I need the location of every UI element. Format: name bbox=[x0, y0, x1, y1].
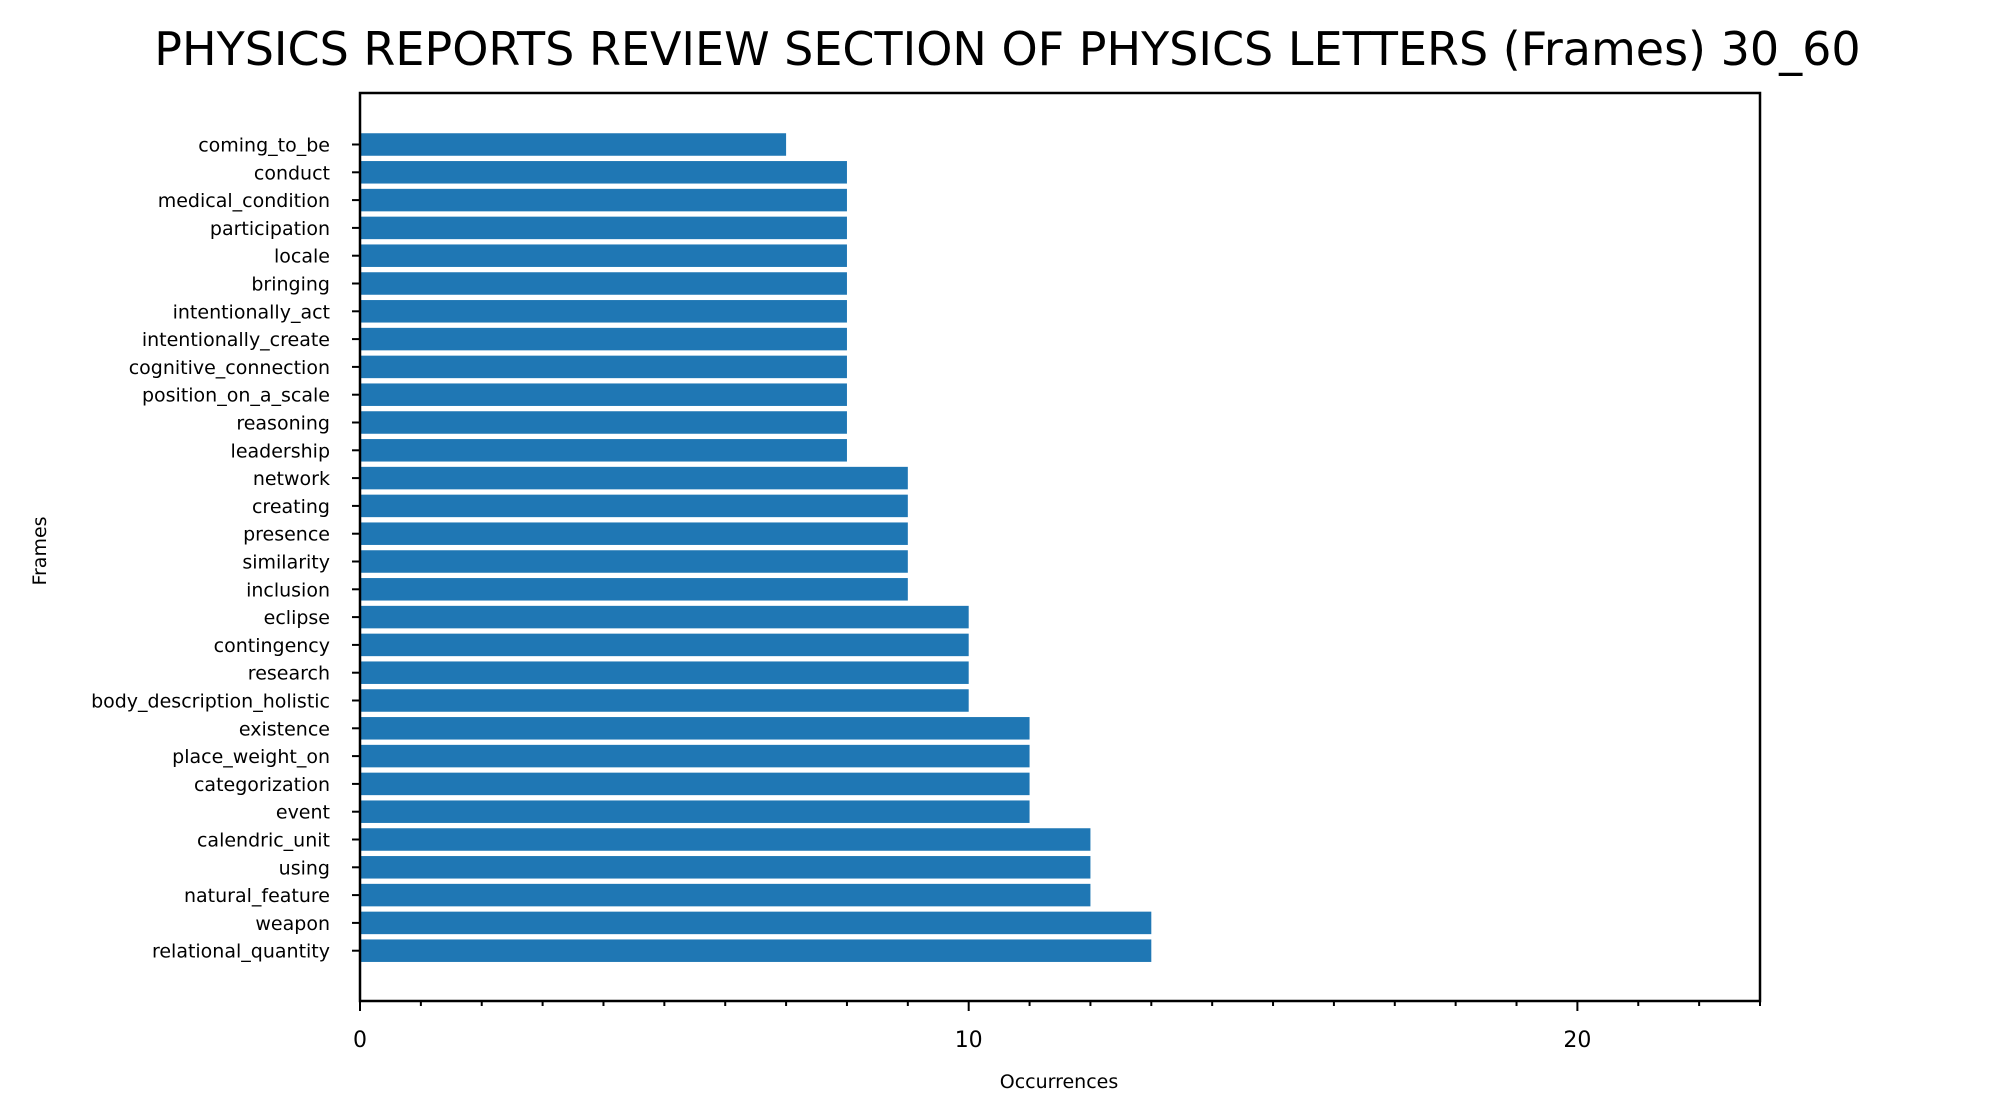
bar-calendric_unit bbox=[360, 828, 1091, 851]
category-label: place_weight_on bbox=[172, 746, 330, 768]
category-label: relational_quantity bbox=[152, 941, 330, 963]
category-label: creating bbox=[252, 496, 330, 518]
x-tick-label: 10 bbox=[955, 1028, 983, 1053]
bar-participation bbox=[360, 216, 847, 240]
bar-conduct bbox=[360, 161, 847, 184]
x-tick-label: 20 bbox=[1563, 1028, 1591, 1053]
bar-coming_to_be bbox=[360, 133, 787, 156]
category-label: body_description_holistic bbox=[91, 691, 330, 713]
category-label: natural_feature bbox=[184, 885, 330, 907]
category-label: similarity bbox=[242, 552, 330, 574]
bar-position_on_a_scale bbox=[360, 383, 847, 406]
category-label: medical_condition bbox=[158, 190, 330, 212]
category-label: contingency bbox=[214, 635, 330, 657]
category-label: calendric_unit bbox=[197, 830, 330, 852]
category-label: conduct bbox=[254, 162, 330, 184]
bar-contingency bbox=[360, 633, 969, 657]
bar-body_description_holistic bbox=[360, 689, 969, 712]
y-axis-title: Frames bbox=[29, 516, 51, 585]
category-label: eclipse bbox=[264, 607, 330, 629]
bar-leadership bbox=[360, 439, 847, 462]
category-label: leadership bbox=[231, 440, 330, 462]
bar-categorization bbox=[360, 772, 1030, 796]
x-axis-title: Occurrences bbox=[1000, 1071, 1119, 1093]
bar-using bbox=[360, 856, 1091, 879]
category-label: position_on_a_scale bbox=[142, 385, 330, 407]
category-label: bringing bbox=[251, 274, 330, 296]
bar-natural_feature bbox=[360, 883, 1091, 907]
bar-event bbox=[360, 800, 1030, 823]
bar-intentionally_create bbox=[360, 327, 847, 351]
bar-existence bbox=[360, 717, 1030, 740]
bar-bringing bbox=[360, 272, 847, 295]
bar-network bbox=[360, 466, 908, 490]
bar-inclusion bbox=[360, 578, 908, 601]
bar-medical_condition bbox=[360, 188, 847, 212]
bar-creating bbox=[360, 494, 908, 518]
category-label: participation bbox=[210, 218, 330, 240]
category-label: intentionally_act bbox=[173, 301, 330, 323]
bar-research bbox=[360, 661, 969, 684]
category-label: locale bbox=[274, 246, 330, 268]
category-label: inclusion bbox=[246, 579, 330, 601]
bar-cognitive_connection bbox=[360, 355, 847, 379]
category-label: categorization bbox=[194, 774, 330, 796]
bar-intentionally_act bbox=[360, 300, 847, 323]
bar-relational_quantity bbox=[360, 939, 1152, 962]
category-label: network bbox=[253, 468, 330, 490]
category-label: weapon bbox=[255, 913, 330, 935]
bar-presence bbox=[360, 522, 908, 545]
bar-eclipse bbox=[360, 605, 969, 629]
category-label: event bbox=[276, 802, 330, 824]
category-label: intentionally_create bbox=[142, 329, 330, 351]
x-tick-label: 0 bbox=[353, 1028, 367, 1053]
category-label: using bbox=[279, 857, 330, 879]
bar-reasoning bbox=[360, 411, 847, 434]
category-label: existence bbox=[239, 718, 330, 740]
plot-frame bbox=[358, 91, 1762, 1003]
bar-weapon bbox=[360, 911, 1152, 935]
x-axis-ticks: 0 10 20 bbox=[353, 1001, 1761, 1053]
category-label: research bbox=[248, 663, 330, 685]
chart-title: PHYSICS REPORTS REVIEW SECTION OF PHYSIC… bbox=[154, 22, 1861, 76]
bars-layer bbox=[360, 133, 1152, 962]
bar-locale bbox=[360, 244, 847, 267]
bar-similarity bbox=[360, 550, 908, 573]
bar-place_weight_on bbox=[360, 744, 1030, 768]
category-label: coming_to_be bbox=[198, 135, 330, 157]
category-label: presence bbox=[243, 524, 330, 546]
category-label: cognitive_connection bbox=[129, 357, 330, 379]
category-label: reasoning bbox=[236, 413, 330, 435]
